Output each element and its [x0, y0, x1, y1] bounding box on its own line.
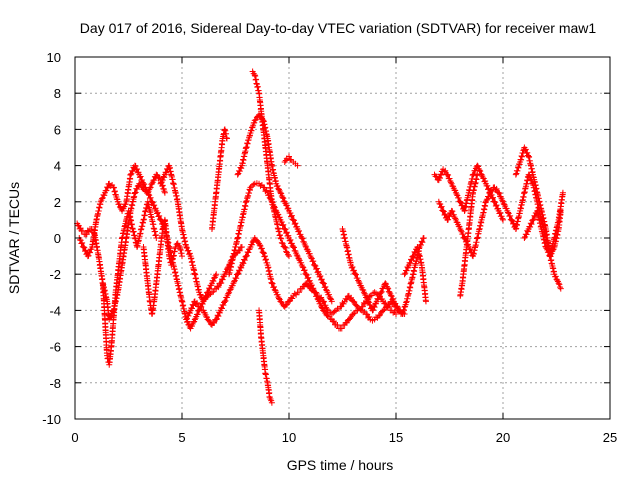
series-track-i	[234, 111, 335, 305]
series-track-l	[281, 153, 301, 169]
x-tick-label: 15	[389, 430, 403, 445]
series-track-d	[140, 216, 185, 318]
x-tick-label: 5	[178, 430, 185, 445]
data-point-markers	[401, 244, 429, 305]
data-point-markers	[457, 171, 481, 299]
series-track-e	[157, 162, 245, 305]
y-tick-label: -2	[49, 267, 61, 282]
y-tick-label: 2	[54, 195, 61, 210]
y-tick-label: 10	[47, 50, 61, 65]
y-tick-label: -8	[49, 376, 61, 391]
data-point-markers	[208, 126, 230, 232]
y-tick-label: 8	[54, 86, 61, 101]
x-tick-label: 20	[496, 430, 510, 445]
x-tick-label: 0	[71, 430, 78, 445]
chart-title: Day 017 of 2016, Sidereal Day-to-day VTE…	[80, 20, 597, 36]
series-track-c	[99, 198, 160, 368]
y-tick-label: -6	[49, 340, 61, 355]
data-point-markers	[256, 307, 275, 406]
series-track-j	[249, 68, 292, 260]
y-tick-label: -4	[49, 303, 61, 318]
axis-ticks: 0 5 10 15 20 25 -10 -8 -6 -4 -2 0 2 4 6 8 10	[42, 50, 617, 445]
data-point-markers	[281, 153, 301, 169]
y-tick-label: 6	[54, 122, 61, 137]
y-tick-label: 4	[54, 159, 61, 174]
x-tick-label: 25	[603, 430, 617, 445]
x-axis-label: GPS time / hours	[287, 457, 394, 473]
data-points	[74, 68, 566, 406]
data-point-markers	[521, 189, 566, 260]
series-track-k	[256, 307, 275, 406]
series-track-p	[435, 189, 506, 260]
series-track-n	[401, 244, 429, 305]
data-point-markers	[249, 68, 292, 260]
series-track-g	[208, 126, 230, 232]
data-point-markers	[99, 198, 160, 368]
data-point-markers	[140, 216, 185, 318]
x-tick-label: 10	[282, 430, 296, 445]
y-tick-label: 0	[54, 231, 61, 246]
y-tick-label: -10	[42, 412, 61, 427]
series-track-q	[457, 171, 481, 299]
data-point-markers	[339, 225, 427, 318]
data-point-markers	[234, 111, 335, 305]
series-track-s	[521, 189, 566, 260]
data-point-markers	[157, 162, 245, 305]
y-axis-label: SDTVAR / TECUs	[6, 182, 22, 294]
grid-lines	[75, 57, 610, 419]
series-track-m	[339, 225, 427, 318]
data-point-markers	[435, 189, 506, 260]
